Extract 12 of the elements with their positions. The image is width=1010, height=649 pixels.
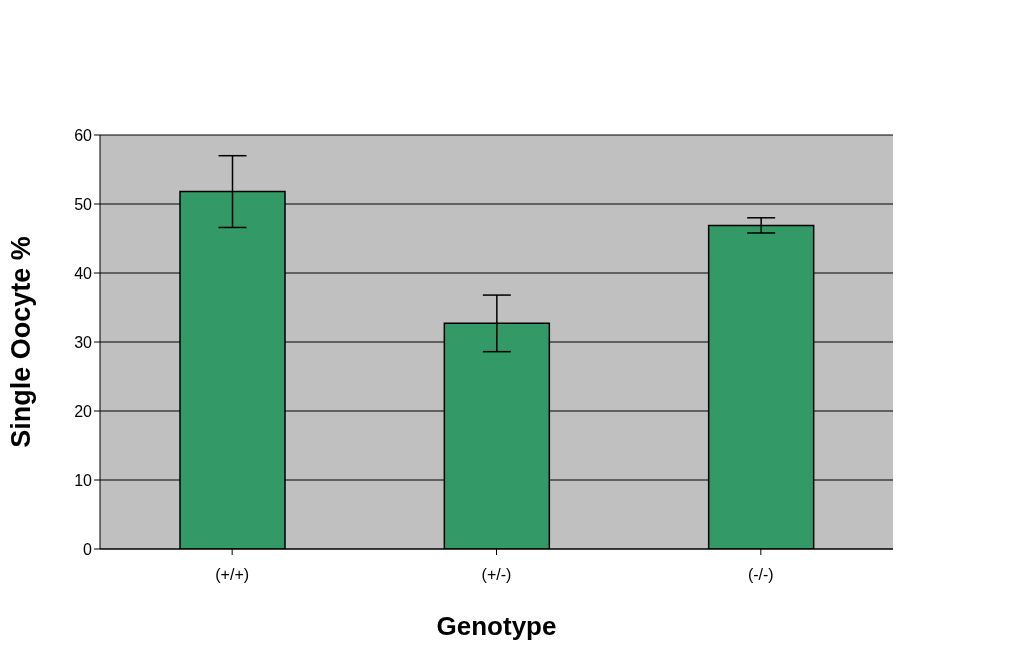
y-tick-label: 50 (74, 195, 93, 213)
y-tick-label: 40 (74, 264, 93, 282)
y-axis-title: Single Oocyte % (5, 236, 36, 448)
y-tick-label: 60 (74, 126, 93, 144)
y-tick-label: 10 (74, 471, 93, 489)
x-tick-label: (+/-) (481, 566, 512, 584)
x-tick-label: (+/+) (215, 566, 250, 584)
x-tick-label: (-/-) (747, 566, 774, 584)
x-axis-title: Genotype (436, 611, 557, 641)
y-tick-label: 20 (74, 402, 93, 420)
y-tick-label: 30 (74, 333, 93, 351)
y-tick-label: 0 (83, 540, 93, 558)
